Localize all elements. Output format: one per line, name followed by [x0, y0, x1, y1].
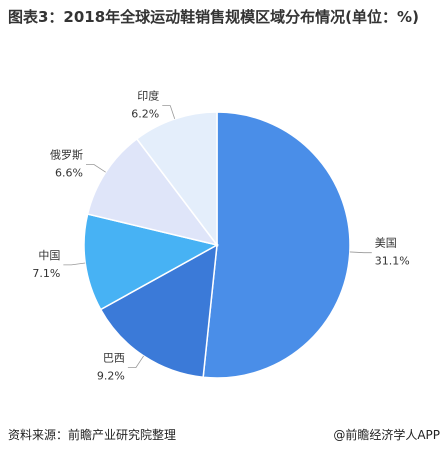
leader-line	[127, 355, 144, 368]
source: 资料来源：前瞻产业研究院整理	[8, 428, 177, 442]
slice-label: 中国	[38, 249, 60, 262]
slice-label: 巴西	[103, 352, 125, 365]
leader-line	[162, 105, 176, 120]
leader-line	[63, 262, 86, 266]
leader-line	[349, 251, 372, 254]
value-label: 9.2%	[97, 370, 125, 383]
slice-label: 印度	[137, 89, 159, 103]
pie-slice	[202, 111, 351, 379]
credit: @前瞻经济学人APP	[333, 428, 440, 442]
chart-title: 图表3：2018年全球运动鞋销售规模区域分布情况(单位：%)	[8, 8, 419, 26]
slice-label: 俄罗斯	[50, 149, 83, 162]
pie-slice	[135, 111, 218, 248]
slice-label: 美国	[375, 237, 397, 250]
leader-line	[85, 164, 106, 173]
value-label: 6.6%	[55, 167, 83, 180]
pie-slice	[83, 213, 220, 311]
value-label: 6.2%	[131, 108, 159, 121]
pie-slice	[99, 243, 218, 379]
value-label: 7.1%	[32, 267, 60, 280]
value-label: 31.1%	[375, 255, 410, 268]
